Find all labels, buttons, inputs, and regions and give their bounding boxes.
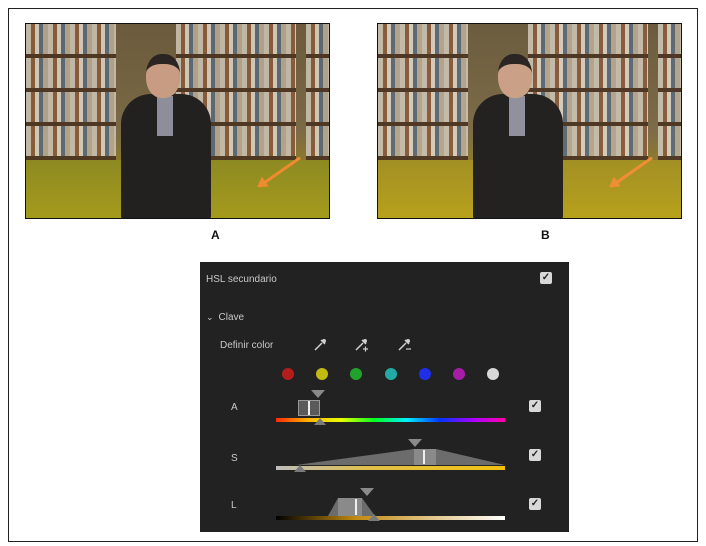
section-title: Clave: [218, 312, 245, 323]
swatch-blue[interactable]: [418, 368, 431, 380]
panel-title: HSL secundario: [206, 274, 277, 285]
saturation-low-handle[interactable]: [294, 465, 306, 472]
hue-label: A: [231, 402, 238, 413]
lightness-bottom-handle[interactable]: [368, 514, 380, 521]
photo-b: [377, 23, 682, 219]
bookshelf: [26, 24, 116, 164]
hue-checkbox[interactable]: ✓: [529, 400, 541, 412]
hsl-secondary-panel: HSL secundario ✓ ⌄ Clave Definir color A …: [200, 262, 569, 532]
lightness-checkbox[interactable]: ✓: [529, 498, 541, 510]
photo-a-label: A: [211, 228, 220, 242]
lightness-label: L: [231, 500, 237, 511]
hue-center-marker: [308, 401, 310, 415]
swatch-green[interactable]: [350, 368, 363, 380]
section-clave[interactable]: ⌄ Clave: [206, 312, 244, 323]
eyedropper-subtract-icon[interactable]: [396, 337, 412, 353]
eyedropper-icon[interactable]: [312, 337, 328, 353]
lightness-curve: [328, 498, 375, 516]
head: [498, 54, 532, 98]
saturation-track[interactable]: [276, 466, 505, 470]
lightness-softness-handle[interactable]: [360, 488, 374, 496]
swatch-white[interactable]: [487, 368, 500, 380]
chevron-down-icon[interactable]: ⌄: [206, 312, 214, 322]
bookshelf: [306, 24, 329, 164]
shirt: [509, 96, 525, 136]
saturation-curve: [296, 449, 505, 465]
saturation-softness-handle[interactable]: [408, 439, 422, 447]
bookshelf: [378, 24, 468, 164]
swatch-red[interactable]: [282, 368, 294, 380]
saturation-label: S: [231, 453, 238, 464]
bookshelf: [658, 24, 681, 164]
shirt: [157, 96, 173, 136]
head: [146, 54, 180, 98]
hue-track[interactable]: [276, 418, 505, 422]
swatch-magenta[interactable]: [453, 368, 465, 380]
define-color-label: Definir color: [220, 340, 274, 351]
figure-frame: A B: [8, 8, 698, 542]
photo-a: [25, 23, 330, 219]
person: [121, 54, 211, 218]
lightness-track[interactable]: [276, 516, 505, 520]
photo-b-label: B: [541, 228, 550, 242]
hue-softness-bottom-handle[interactable]: [314, 418, 326, 425]
hue-softness-handle[interactable]: [311, 390, 325, 398]
eyedropper-add-icon[interactable]: [353, 337, 369, 353]
hsl-enable-checkbox[interactable]: ✓: [540, 272, 552, 284]
swatch-cyan[interactable]: [384, 368, 397, 380]
person: [473, 54, 563, 218]
saturation-checkbox[interactable]: ✓: [529, 449, 541, 461]
swatch-yellow[interactable]: [316, 368, 329, 380]
